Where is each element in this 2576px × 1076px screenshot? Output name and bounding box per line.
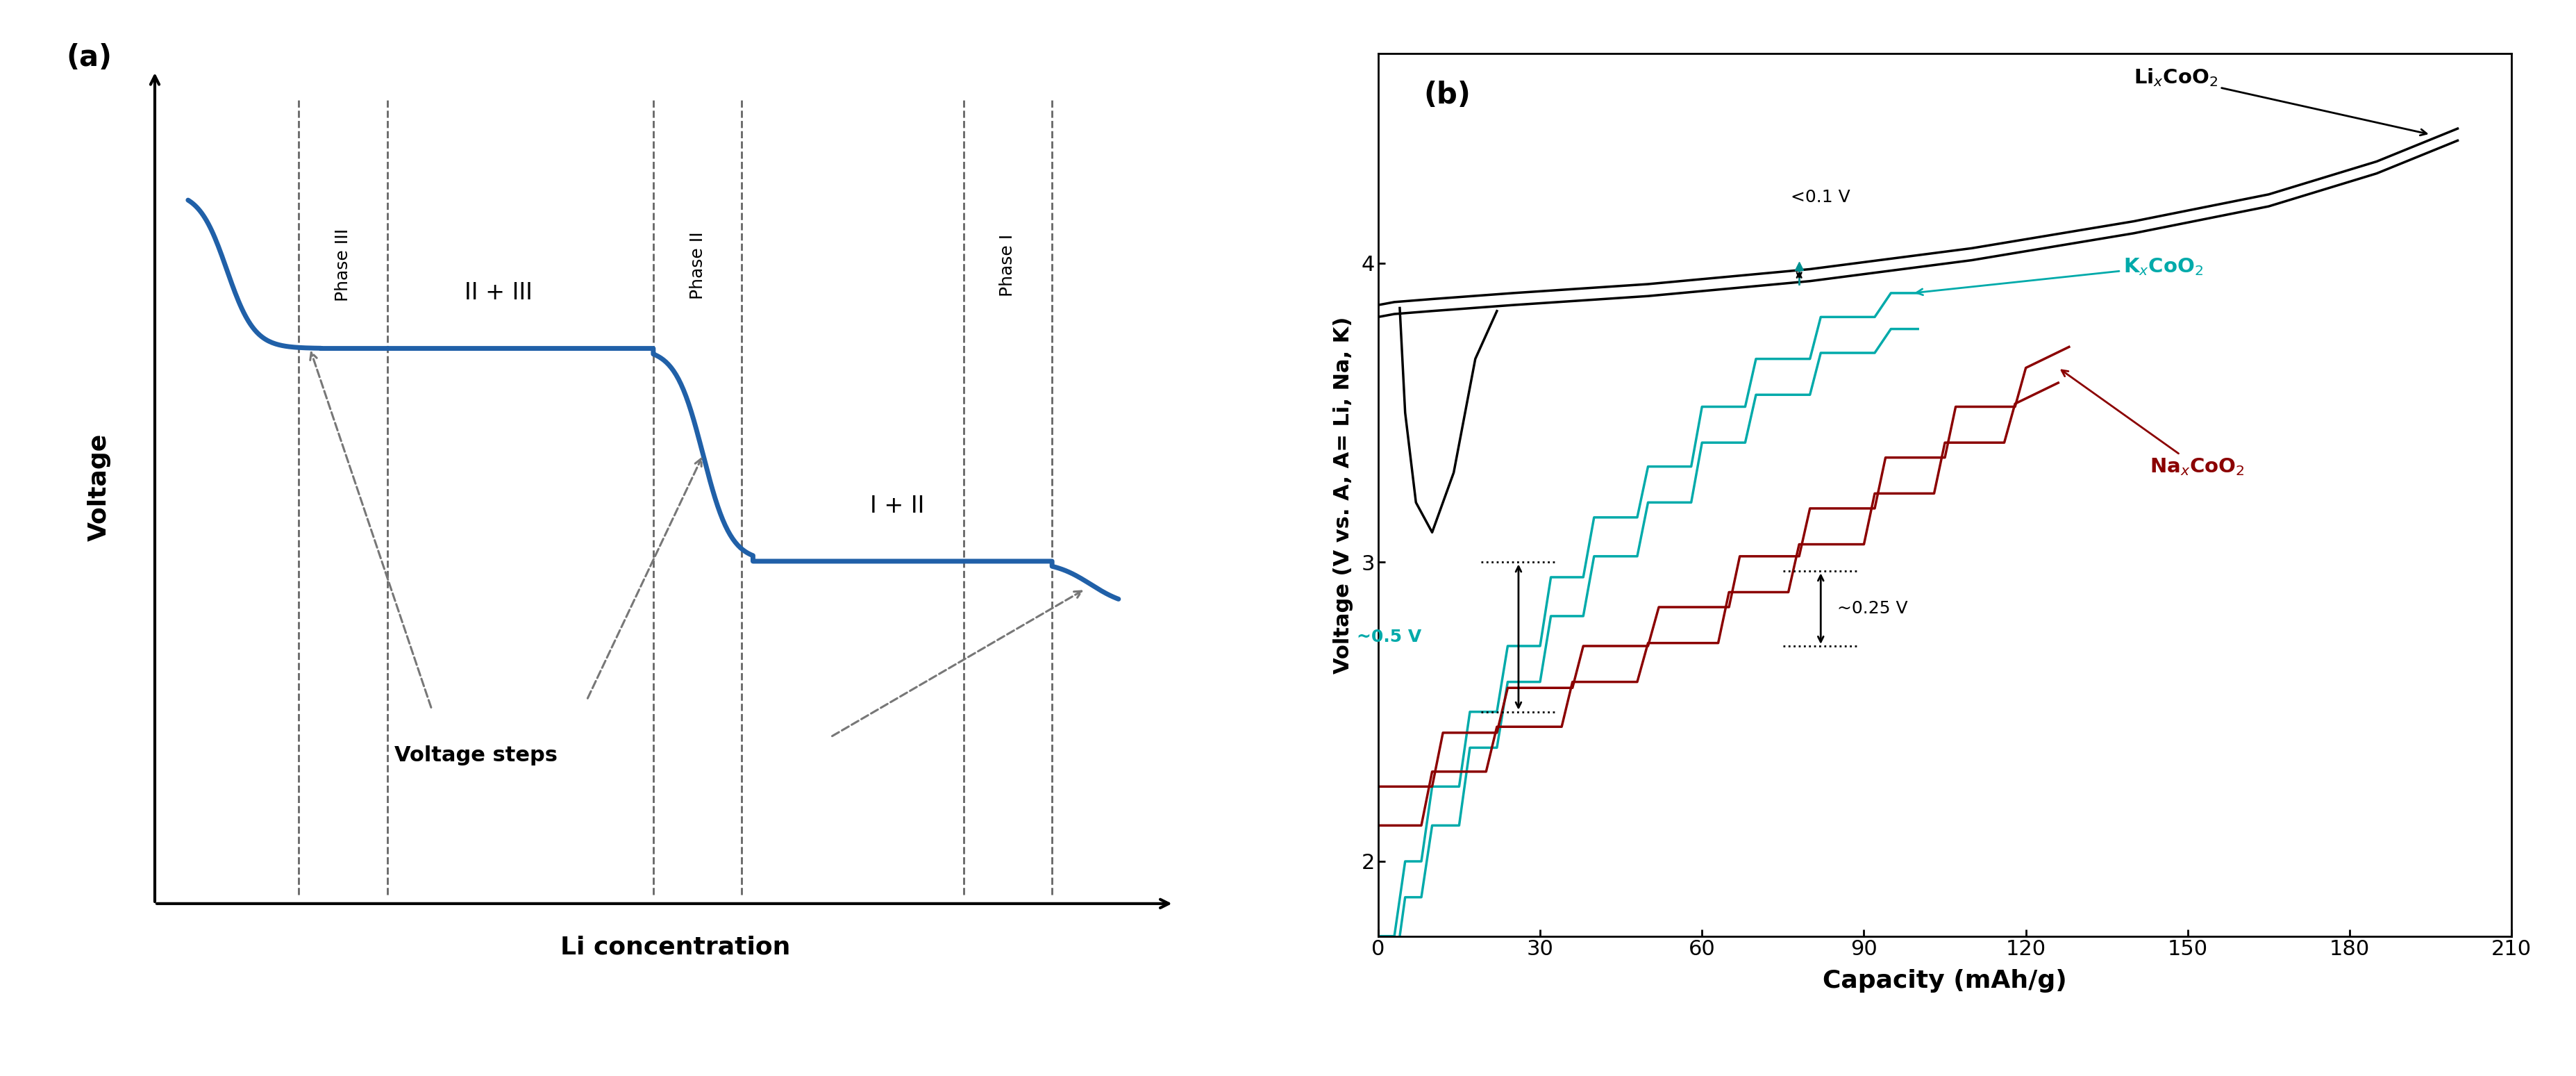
Text: <0.1 V: <0.1 V: [1790, 189, 1850, 206]
Text: K$_x$CoO$_2$: K$_x$CoO$_2$: [1917, 256, 2202, 295]
Y-axis label: Voltage (V vs. A, A= Li, Na, K): Voltage (V vs. A, A= Li, Na, K): [1334, 316, 1352, 674]
Text: Na$_x$CoO$_2$: Na$_x$CoO$_2$: [2061, 370, 2244, 478]
Text: Phase II: Phase II: [690, 231, 706, 299]
Text: Voltage: Voltage: [88, 434, 111, 541]
Text: (b): (b): [1425, 81, 1471, 110]
Text: Phase III: Phase III: [335, 228, 350, 301]
Text: ~0.25 V: ~0.25 V: [1837, 600, 1906, 617]
Text: (a): (a): [67, 43, 111, 72]
Text: Voltage steps: Voltage steps: [394, 746, 556, 766]
Text: I + II: I + II: [871, 494, 925, 518]
X-axis label: Capacity (mAh/g): Capacity (mAh/g): [1824, 969, 2066, 993]
Text: Li concentration: Li concentration: [562, 935, 791, 959]
Text: ~0.5 V: ~0.5 V: [1358, 628, 1422, 646]
Text: II + III: II + III: [464, 282, 533, 305]
Text: Li$_x$CoO$_2$: Li$_x$CoO$_2$: [2133, 67, 2427, 136]
Text: Phase I: Phase I: [999, 233, 1015, 297]
